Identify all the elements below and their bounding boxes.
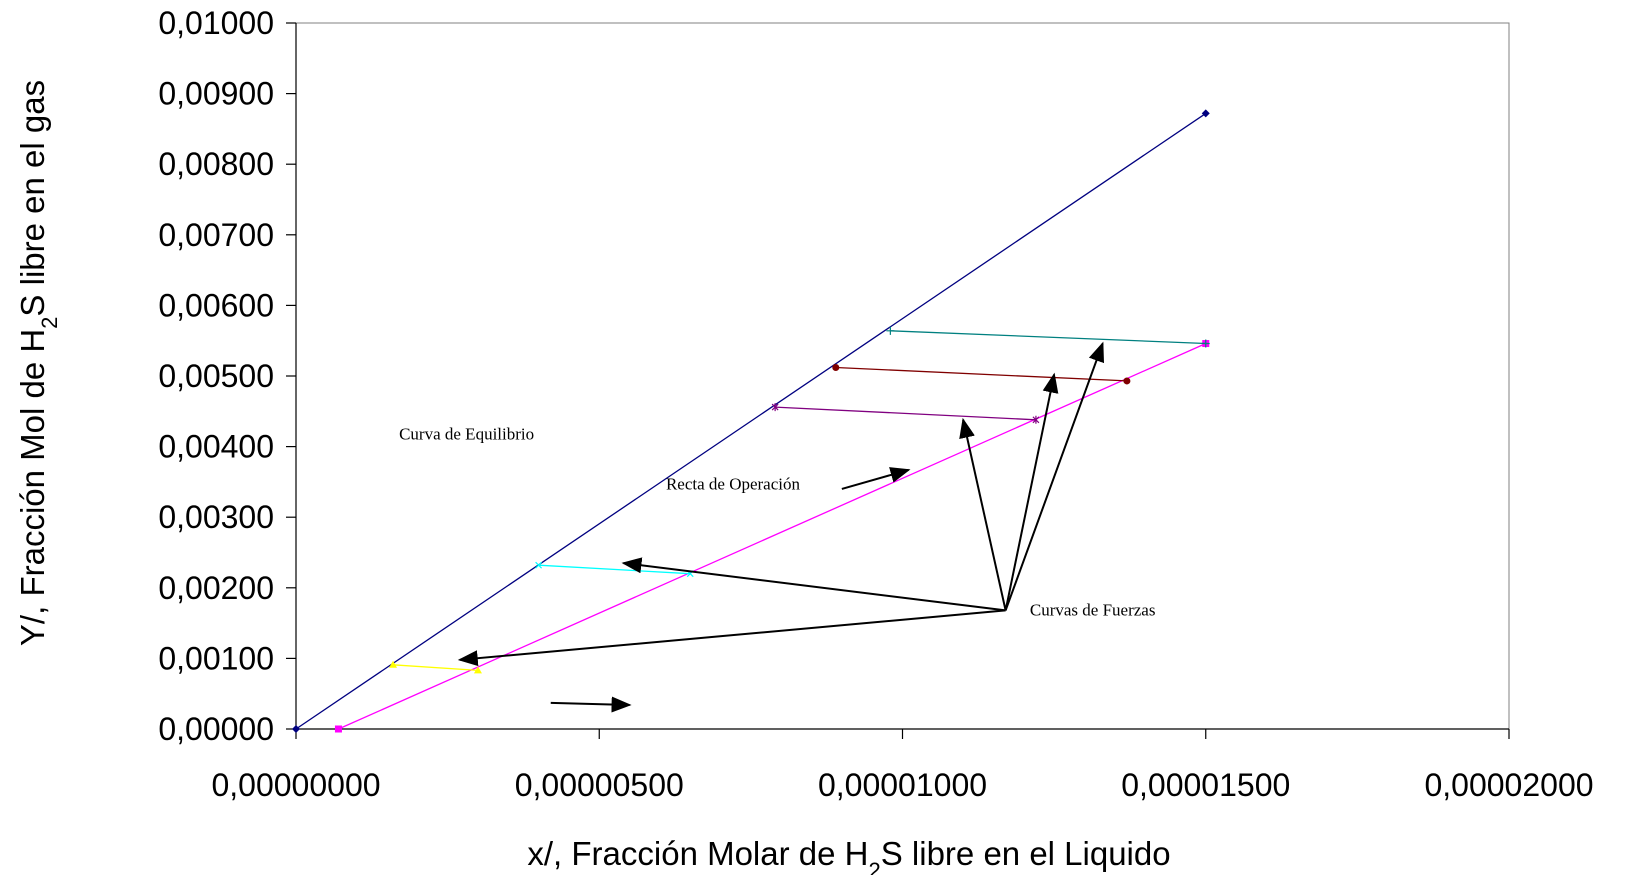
data-point (389, 660, 398, 668)
x-tick-label: 0,00002000 (1424, 767, 1593, 803)
annotation-arrow (1004, 372, 1059, 611)
data-point (1123, 377, 1131, 385)
data-point (535, 561, 543, 569)
data-point (334, 725, 342, 733)
series-1 (334, 340, 1210, 733)
annotation-arrow (841, 467, 911, 490)
y-tick-label: 0,00600 (158, 287, 274, 323)
x-tick-label: 0,00000500 (515, 767, 684, 803)
y-tick-label: 0,00900 (158, 76, 274, 112)
annotation-label: Curva de Equilibrio (399, 425, 534, 444)
series-line (392, 664, 478, 672)
annotation-arrow (959, 417, 1007, 611)
series-6 (886, 326, 1210, 348)
data-point (473, 666, 482, 674)
annotation-arrow (457, 609, 1006, 667)
x-axis-title: x/, Fracción Molar de H2S libre en el Li… (527, 835, 1170, 875)
series-2 (389, 660, 482, 674)
series-5 (832, 364, 1131, 385)
y-tick-label: 0,01000 (158, 5, 274, 41)
data-point (886, 326, 895, 335)
y-tick-label: 0,00200 (158, 570, 274, 606)
y-tick-label: 0,00800 (158, 146, 274, 182)
data-point (771, 403, 779, 412)
series-0 (292, 109, 1210, 733)
annotation-label: Recta de Operación (666, 475, 801, 494)
y-tick-label: 0,00000 (158, 711, 274, 747)
series-line (295, 112, 1207, 730)
series-line (775, 406, 1036, 421)
plot-area-frame (295, 22, 1510, 730)
x-tick-label: 0,00001500 (1121, 767, 1290, 803)
x-tick-label: 0,00000000 (211, 767, 380, 803)
annotations-group: Curva de Equilibrio Recta de Operación Cur… (399, 341, 1156, 713)
data-point (1201, 109, 1210, 118)
y-tick-label: 0,00100 (158, 640, 274, 676)
y-tick-label: 0,00700 (158, 217, 274, 253)
series-line (835, 366, 1127, 382)
y-axis-title: Y/, Fracción Mol de H2S libre en el gas (14, 80, 62, 646)
data-point (1201, 339, 1210, 348)
annotation-arrow (621, 557, 1006, 612)
data-point (1032, 415, 1040, 424)
data-point (292, 725, 300, 733)
annotation-arrow (1004, 341, 1105, 611)
annotation-1: Recta de Operación (666, 467, 911, 494)
annotation-label: Curvas de Fuerzas (1030, 600, 1156, 619)
x-tick-label: 0,00001000 (818, 767, 987, 803)
series-line (338, 342, 1207, 730)
series-line (890, 330, 1206, 345)
y-tick-label: 0,00400 (158, 429, 274, 465)
data-point (832, 364, 840, 372)
series-line (538, 564, 691, 575)
series-group (292, 109, 1210, 733)
annotation-arrow (550, 696, 632, 713)
series-4 (771, 403, 1040, 424)
annotation-0: Curva de Equilibrio (399, 425, 632, 713)
annotation-2: Curvas de Fuerzas (457, 341, 1156, 667)
axes: 0,00000 0,00100 0,00200 0,00300 0,00400 0,005… (158, 5, 1593, 803)
y-tick-label: 0,00300 (158, 499, 274, 535)
y-tick-label: 0,00500 (158, 358, 274, 394)
